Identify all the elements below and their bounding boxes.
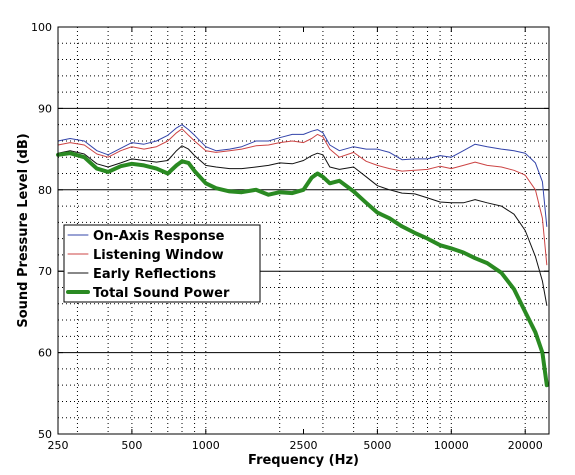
y-tick-labels: 50 60 70 80 90 100 [31, 21, 52, 441]
series-line-on-axis-response [57, 124, 548, 227]
legend-label: Total Sound Power [93, 286, 230, 301]
axis-ticks [57, 26, 549, 435]
y-tick-label: 90 [38, 102, 52, 115]
series-line-total-sound-power [56, 151, 549, 388]
x-tick-label: 250 [48, 439, 69, 452]
series-line-listening-window [57, 128, 548, 266]
legend-label: Early Reflections [93, 267, 216, 282]
series-layer [56, 124, 549, 388]
y-tick-label: 60 [38, 347, 52, 360]
legend-box [63, 224, 261, 303]
x-tick-label: 5000 [363, 439, 391, 452]
x-tick-label: 10000 [434, 439, 469, 452]
x-tick-label: 20000 [508, 439, 543, 452]
legend-label: Listening Window [93, 248, 224, 263]
x-tick-label: 2500 [290, 439, 318, 452]
legend-label: On-Axis Response [93, 229, 225, 244]
series-line-early-reflections [57, 145, 548, 306]
x-axis-label: Frequency (Hz) [248, 453, 359, 468]
x-tick-label: 500 [121, 439, 142, 452]
y-tick-label: 70 [38, 265, 52, 278]
y-axis-label: Sound Pressure Level (dB) [16, 133, 31, 327]
y-tick-label: 100 [31, 21, 52, 34]
y-tick-label: 50 [38, 428, 52, 441]
x-tick-labels: 250 500 1000 2500 5000 10000 20000 [48, 439, 543, 452]
x-tick-label: 1000 [192, 439, 220, 452]
y-tick-label: 80 [38, 184, 52, 197]
legend: On-Axis Response Listening Window Early Re… [63, 224, 261, 303]
